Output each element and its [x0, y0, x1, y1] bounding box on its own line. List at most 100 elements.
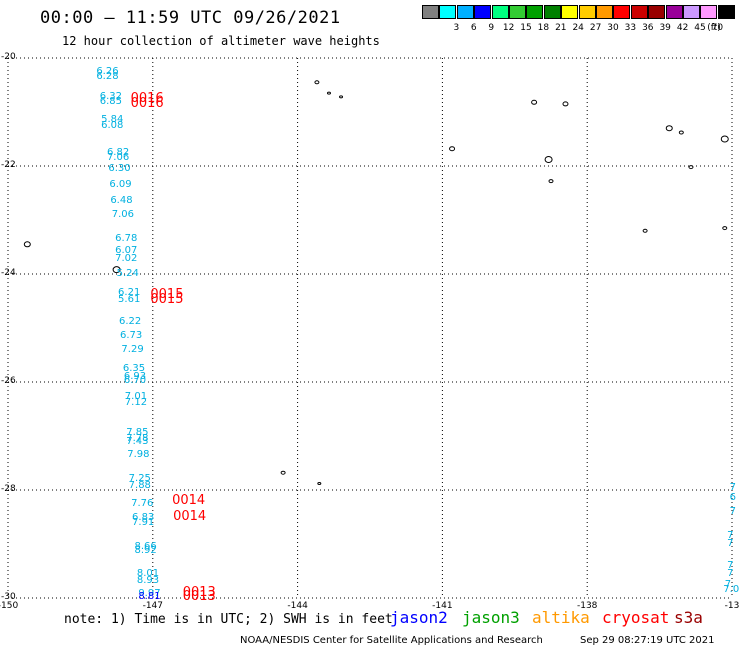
legend-swatch: [683, 5, 700, 19]
wave-height-value: 6.85: [99, 96, 122, 108]
wave-height-value: 6.82: [106, 146, 130, 158]
wave-height-value: 7.29: [121, 343, 144, 355]
legend-label: 36: [642, 23, 654, 33]
wave-height-value: 7.01: [124, 391, 148, 403]
legend-swatch: [526, 5, 544, 19]
wave-height-value: 8.81: [138, 590, 161, 602]
legend-label: 33: [624, 23, 637, 33]
island-outline: [678, 130, 684, 135]
satellite-cryosat: cryosat: [602, 608, 670, 627]
legend-unit: (ft): [707, 23, 721, 33]
page-title: 00:00 – 11:59 UTC 09/26/2021: [40, 8, 341, 28]
legend-label: 21: [555, 23, 567, 33]
wave-height-value: 6.35: [122, 362, 146, 374]
legend-label: 70: [711, 23, 724, 33]
wave-height-value: 7.78: [126, 432, 149, 444]
wave-height-value: 6: [729, 492, 736, 504]
satellite-jason3: jason3: [462, 608, 520, 627]
island-outline: [544, 156, 553, 164]
pass-time-label: 0015: [150, 291, 184, 307]
wave-height-value: 7.25: [128, 473, 151, 485]
island-outline: [314, 80, 320, 85]
latitude-label: -28: [1, 484, 16, 494]
pass-time-label: 0016: [130, 90, 164, 106]
wave-height-value: 6.22: [119, 315, 142, 327]
legend-swatch: [596, 5, 613, 19]
legend-label: 42: [676, 23, 689, 33]
latitude-label: -24: [1, 268, 16, 278]
wave-height-value: 7: [729, 505, 736, 517]
wave-height-value: 7: [729, 482, 736, 494]
wave-height-value: 6.26: [96, 65, 119, 77]
legend-label: 15: [520, 23, 532, 33]
legend-swatch: [578, 5, 596, 19]
wave-height-value: 6.83: [132, 512, 155, 524]
footer-note: note: 1) Time is in UTC; 2) SWH is in fe…: [64, 612, 393, 627]
legend-label: 9: [488, 23, 495, 33]
wave-height-value: 7: [727, 559, 734, 571]
legend-swatch: [543, 5, 561, 19]
wave-height-value: 7: [727, 567, 734, 579]
latitude-label: -26: [1, 376, 16, 386]
pass-time-label: 0013: [182, 584, 216, 600]
wave-height-value: 7.76: [131, 497, 154, 509]
wave-height-value: 6.30: [108, 162, 131, 174]
wave-height-value: 8.93: [136, 574, 160, 586]
wave-height-value: 6.70: [123, 374, 147, 386]
island-outline: [449, 146, 456, 152]
wave-height-value: 7.02: [115, 252, 138, 264]
legend-swatch: [648, 5, 666, 19]
wave-height-value: 6.73: [119, 330, 143, 342]
legend-label: 45: [694, 23, 706, 33]
wave-height-value: 7.06: [111, 208, 135, 220]
wave-height-value: 7.12: [124, 396, 148, 408]
wave-height-value: 6.48: [110, 195, 133, 207]
longitude-label: -13: [724, 601, 740, 611]
generated-timestamp: Sep 29 08:27:19 UTC 2021: [580, 635, 715, 646]
pass-time-label: 0014: [173, 509, 207, 524]
wave-height-value: 7: [727, 538, 734, 549]
island-outline: [562, 101, 569, 107]
wave-height-value: 5.84: [101, 114, 124, 126]
island-outline: [317, 482, 322, 486]
satellite-altika: altika: [532, 608, 590, 627]
longitude-label: -150: [0, 601, 19, 611]
longitude-label: -141: [432, 601, 453, 611]
legend-swatch: [630, 5, 648, 19]
legend-label: 12: [502, 23, 515, 33]
legend-swatch: [439, 5, 457, 19]
legend-swatch: [491, 5, 509, 19]
island-outline: [112, 266, 121, 274]
legend-swatch: [561, 5, 579, 19]
wave-height-value: 8.66: [134, 540, 157, 552]
legend-swatch: [613, 5, 631, 19]
credit-line: NOAA/NESDIS Center for Satellite Applica…: [240, 635, 543, 646]
island-outline: [339, 95, 344, 99]
island-outline: [722, 226, 728, 231]
pass-time-label: 0016: [130, 95, 164, 111]
wave-height-value: 6.09: [109, 178, 132, 190]
legend-swatch: [474, 5, 492, 19]
wave-height-value: 9.97: [138, 587, 161, 599]
wave-height-value: 8.92: [134, 545, 157, 557]
wave-height-value: 5.24: [116, 268, 139, 279]
island-outline: [548, 179, 554, 184]
island-outline: [326, 91, 331, 95]
island-outline: [665, 125, 673, 132]
wave-height-value: 5.61: [118, 293, 141, 305]
legend-swatch: [422, 5, 439, 19]
island-outline: [688, 165, 694, 170]
wave-height-value: 6.28: [96, 70, 119, 82]
wave-height-value: 7.91: [132, 517, 155, 529]
latitude-label: -30: [1, 592, 16, 602]
wave-height-value: 7.85: [126, 427, 149, 439]
wave-height-value: 6.93: [123, 370, 147, 382]
wave-height-value: 6.07: [115, 245, 138, 257]
legend-label: 18: [537, 23, 550, 33]
pass-time-label: 0014: [172, 492, 206, 508]
legend-label: 27: [589, 23, 602, 33]
legend-label: 6: [470, 23, 477, 33]
legend-swatch: [665, 5, 683, 19]
wave-height-value: 8.01: [136, 567, 160, 579]
